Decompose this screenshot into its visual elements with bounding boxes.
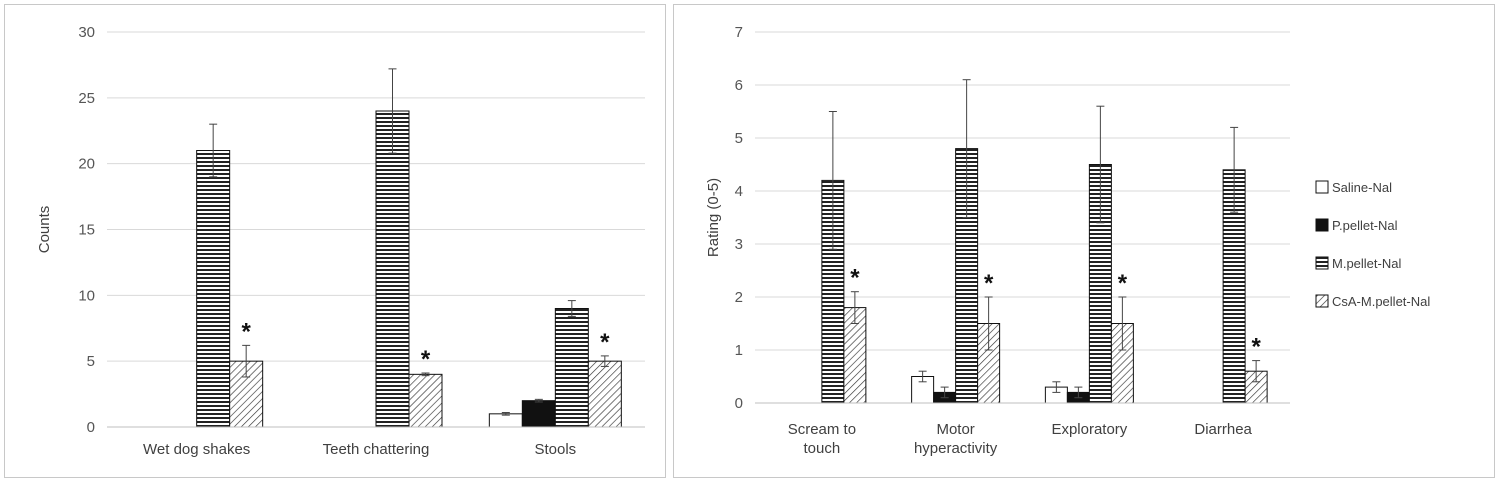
legend-label-p-pellet-nal: P.pellet-Nal — [1332, 218, 1398, 233]
x-category-label: Exploratory — [1051, 421, 1127, 438]
y-tick-label: 4 — [735, 183, 743, 200]
bar-m-pellet-nal — [554, 308, 589, 428]
y-tick-label: 5 — [735, 130, 743, 147]
legend-swatch-csa-m-pellet-nal — [1315, 294, 1329, 308]
bar-p-pellet-nal — [521, 400, 556, 428]
y-tick-label: 0 — [735, 395, 743, 412]
significance-star: * — [984, 270, 994, 297]
bar-m-pellet-nal — [196, 150, 231, 428]
rating-chart-panel: 0 1 2 3 4 5 6 7 Rating (0-5) Scream to touch Motor h… — [673, 4, 1495, 478]
x-category-label: hyperactivity — [914, 440, 998, 457]
significance-star: * — [421, 346, 431, 373]
rating-chart: 0 1 2 3 4 5 6 7 Rating (0-5) Scream to touch Motor h… — [705, 24, 1430, 457]
y-tick-label: 0 — [87, 419, 95, 436]
bar-saline-nal — [488, 413, 523, 428]
y-tick-label: 30 — [78, 24, 95, 41]
bar-m-pellet-nal — [375, 110, 410, 428]
x-category-label: Teeth chattering — [323, 441, 430, 458]
y-tick-label: 5 — [87, 353, 95, 370]
significance-star: * — [241, 318, 251, 345]
y-tick-label: 15 — [78, 222, 95, 239]
y-tick-label: 6 — [735, 77, 743, 94]
bar-csa-m-pellet-nal — [587, 360, 622, 428]
y-axis-title: Rating (0-5) — [705, 178, 722, 257]
y-tick-label: 10 — [78, 287, 95, 304]
legend-swatch-m-pellet-nal — [1315, 256, 1329, 270]
y-tick-label: 25 — [78, 90, 95, 107]
x-category-label: Motor — [936, 421, 974, 438]
y-tick-label: 3 — [735, 236, 743, 253]
x-category-label: Stools — [534, 441, 576, 458]
y-tick-label: 2 — [735, 289, 743, 306]
x-category-label: Wet dog shakes — [143, 441, 250, 458]
y-tick-label: 20 — [78, 156, 95, 173]
counts-chart-panel: 0 5 10 15 20 25 30 Counts Wet dog shakes Teeth ch… — [4, 4, 666, 478]
y-tick-label: 1 — [735, 342, 743, 359]
significance-star: * — [850, 265, 860, 292]
x-category-label: Scream to — [788, 421, 856, 438]
legend-swatch-p-pellet-nal — [1315, 218, 1329, 232]
counts-chart: 0 5 10 15 20 25 30 Counts Wet dog shakes Teeth ch… — [36, 24, 645, 458]
x-category-label: touch — [804, 440, 841, 457]
x-category-label: Diarrhea — [1194, 421, 1252, 438]
legend-label-saline-nal: Saline-Nal — [1332, 180, 1392, 195]
y-axis-title: Counts — [36, 206, 53, 254]
significance-star: * — [600, 329, 610, 356]
legend-label-m-pellet-nal: M.pellet-Nal — [1332, 256, 1401, 271]
bar-csa-m-pellet-nal — [408, 373, 443, 428]
legend-swatch-saline-nal — [1315, 180, 1329, 194]
legend-label-csa-m-pellet-nal: CsA-M.pellet-Nal — [1332, 294, 1430, 309]
significance-star: * — [1251, 334, 1261, 361]
significance-star: * — [1118, 270, 1128, 297]
y-tick-label: 7 — [735, 24, 743, 41]
